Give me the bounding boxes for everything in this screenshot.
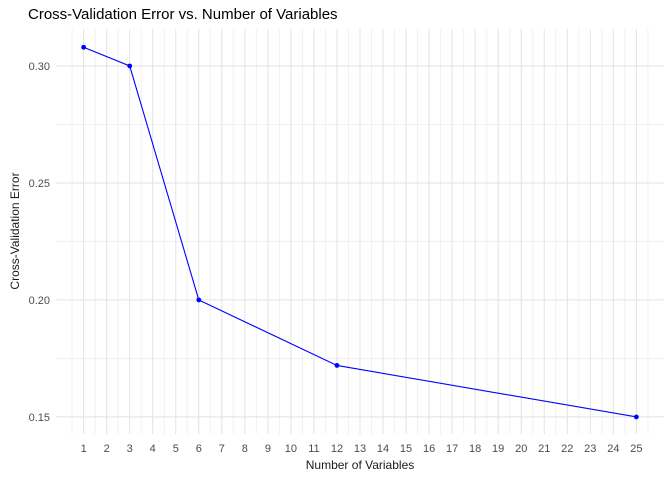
data-point bbox=[633, 414, 639, 420]
data-point bbox=[127, 63, 133, 69]
y-tick-label: 0.30 bbox=[29, 61, 50, 73]
x-tick-label: 6 bbox=[196, 443, 202, 455]
y-tick-label: 0.15 bbox=[29, 412, 50, 424]
chart-title: Cross-Validation Error vs. Number of Var… bbox=[28, 6, 338, 23]
x-tick-label: 9 bbox=[265, 443, 271, 455]
x-tick-label: 8 bbox=[242, 443, 248, 455]
x-tick-label: 2 bbox=[104, 443, 110, 455]
x-tick-label: 7 bbox=[219, 443, 225, 455]
x-tick-label: 20 bbox=[515, 443, 527, 455]
data-point bbox=[196, 297, 202, 303]
x-tick-label: 1 bbox=[81, 443, 87, 455]
x-tick-label: 10 bbox=[285, 443, 297, 455]
x-tick-label: 24 bbox=[607, 443, 619, 455]
x-tick-label: 21 bbox=[538, 443, 550, 455]
x-tick-label: 11 bbox=[308, 443, 319, 455]
x-tick-label: 3 bbox=[127, 443, 133, 455]
x-tick-label: 4 bbox=[150, 443, 156, 455]
x-tick-label: 23 bbox=[584, 443, 596, 455]
x-tick-label: 18 bbox=[469, 443, 481, 455]
x-tick-label: 22 bbox=[561, 443, 573, 455]
x-tick-label: 25 bbox=[630, 443, 642, 455]
x-tick-label: 15 bbox=[400, 443, 412, 455]
x-tick-label: 16 bbox=[423, 443, 435, 455]
x-tick-label: 17 bbox=[446, 443, 458, 455]
x-tick-label: 12 bbox=[331, 443, 343, 455]
x-tick-label: 5 bbox=[173, 443, 179, 455]
x-tick-label: 14 bbox=[377, 443, 389, 455]
x-tick-label: 19 bbox=[492, 443, 504, 455]
y-tick-label: 0.20 bbox=[29, 295, 50, 307]
x-axis-title: Number of Variables bbox=[305, 458, 415, 472]
data-point bbox=[334, 363, 340, 368]
x-tick-label: 13 bbox=[354, 443, 366, 455]
y-axis-title-text: Cross-Validation Error bbox=[8, 172, 22, 290]
data-point bbox=[81, 44, 87, 50]
y-tick-label: 0.25 bbox=[29, 178, 50, 190]
